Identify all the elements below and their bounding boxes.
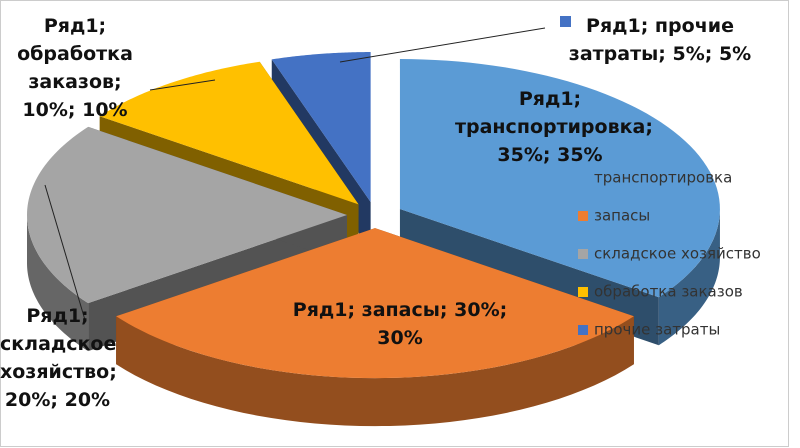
data-label: Ряд1; прочие затраты; 5%; 5% xyxy=(568,15,752,65)
data-label: Ряд1; запасы; 30%; 30% xyxy=(292,299,508,349)
legend-label: прочие затраты xyxy=(594,321,720,339)
legend-label: складское хозяйство xyxy=(594,245,761,263)
legend-swatch xyxy=(578,249,588,259)
legend-swatch xyxy=(578,173,588,183)
data-label: Ряд1; обработка заказов; 10%; 10% xyxy=(17,15,133,121)
legend-label: запасы xyxy=(594,207,650,225)
slice xyxy=(271,52,371,203)
data-label: Ряд1; транспортировка; 35%; 35% xyxy=(455,88,653,166)
legend-swatch xyxy=(578,287,588,297)
data-label: Ряд1; складское хозяйство; 20%; 20% xyxy=(0,305,117,411)
slice-wall xyxy=(27,215,89,352)
legend-swatch xyxy=(578,211,588,221)
legend-label: обработка заказов xyxy=(594,283,743,301)
slice xyxy=(399,59,720,298)
leader-line xyxy=(149,79,216,91)
leader-line xyxy=(44,184,86,321)
slice xyxy=(116,228,634,379)
legend-label: транспортировка xyxy=(594,169,732,187)
slice-wall xyxy=(116,316,634,427)
leader-line xyxy=(339,27,546,63)
slice xyxy=(27,126,347,304)
legend-marker xyxy=(560,16,571,27)
slice xyxy=(99,61,359,205)
slice-wall xyxy=(658,209,720,346)
legend-swatch xyxy=(578,325,588,335)
